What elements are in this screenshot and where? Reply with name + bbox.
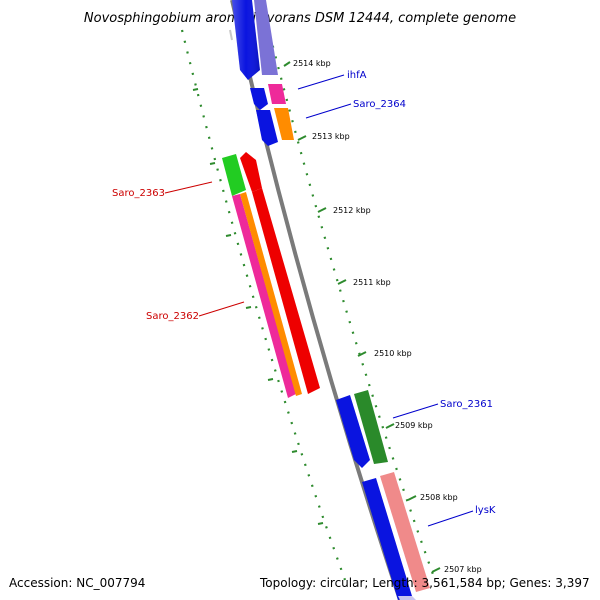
gene-block-saro2362-magenta[interactable] xyxy=(232,194,296,398)
label-saro2364[interactable]: Saro_2364 xyxy=(305,99,406,119)
label-lysK[interactable]: lysK xyxy=(427,505,496,527)
gene-block-saro2362-red[interactable] xyxy=(252,188,320,394)
gene-block-saro2361-green[interactable] xyxy=(354,390,388,464)
tick-2511: 2511 kbp xyxy=(337,278,391,287)
tick-label: 2514 kbp xyxy=(293,59,331,68)
gene-block-saro2361-blue[interactable] xyxy=(336,395,370,468)
gene-block-top-lavender[interactable] xyxy=(254,0,278,75)
inner-ring-ticks xyxy=(192,88,324,525)
label-ihfA[interactable]: ihfA xyxy=(297,70,367,90)
tick-label: 2509 kbp xyxy=(395,421,433,430)
tick-2507: 2507 kbp xyxy=(431,565,482,574)
label-saro2362[interactable]: Saro_2362 xyxy=(146,301,245,322)
tick-2512: 2512 kbp xyxy=(317,206,371,215)
gene-block-top-blue[interactable] xyxy=(232,0,260,80)
gene-block-saro2363-red[interactable] xyxy=(240,152,262,192)
genome-title: Novosphingobium aromaticivorans DSM 1244… xyxy=(84,11,516,26)
gene-block-ihfA-magenta[interactable] xyxy=(268,84,286,104)
gene-block-lysK-blue[interactable] xyxy=(362,478,412,600)
gene-block-bottom-fade xyxy=(398,596,416,600)
gene-block-ihfA-blue[interactable] xyxy=(250,88,268,110)
gene-block-saro2363-green[interactable] xyxy=(222,154,246,196)
gene-label-text: lysK xyxy=(475,505,496,516)
inner-tick-ring xyxy=(180,29,347,581)
tick-2513: 2513 kbp xyxy=(297,132,350,141)
tick-2514: 2514 kbp xyxy=(283,59,331,68)
label-saro2363[interactable]: Saro_2363 xyxy=(112,181,213,199)
tick-2508: 2508 kbp xyxy=(407,493,458,502)
gene-label-text: Saro_2364 xyxy=(353,99,406,110)
gene-label-text: Saro_2362 xyxy=(146,311,199,322)
label-saro2361[interactable]: Saro_2361 xyxy=(392,399,493,419)
topology-summary: Topology: circular; Length: 3,561,584 bp… xyxy=(259,576,590,590)
gene-block-saro2364-blue[interactable] xyxy=(256,110,278,146)
accession-text: Accession: NC_007794 xyxy=(9,576,145,590)
tick-label: 2513 kbp xyxy=(312,132,350,141)
faint-backbone-stub xyxy=(229,29,233,41)
gene-label-text: Saro_2363 xyxy=(112,188,165,199)
gene-label-text: ihfA xyxy=(347,70,367,81)
tick-label: 2511 kbp xyxy=(353,278,391,287)
tick-label: 2507 kbp xyxy=(444,565,482,574)
tick-label: 2510 kbp xyxy=(374,349,412,358)
outer-tick-ring xyxy=(268,34,437,581)
tick-label: 2512 kbp xyxy=(333,206,371,215)
tick-2510: 2510 kbp xyxy=(357,349,412,358)
gene-block-saro2364-orange[interactable] xyxy=(274,108,294,140)
gene-label-text: Saro_2361 xyxy=(440,399,493,410)
gene-block-saro2362-orange[interactable] xyxy=(240,192,302,396)
gene-block-lysK-salmon[interactable] xyxy=(380,472,430,592)
tick-label: 2508 kbp xyxy=(420,493,458,502)
tick-2509: 2509 kbp xyxy=(385,421,433,430)
